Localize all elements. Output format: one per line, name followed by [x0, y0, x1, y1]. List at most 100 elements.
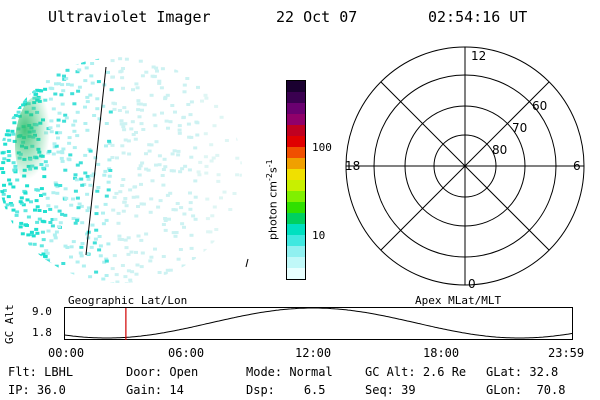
emission-pixel: [77, 202, 82, 206]
emission-pixel: [6, 97, 11, 101]
emission-pixel: [3, 258, 8, 262]
emission-pixel: [136, 99, 141, 103]
colorbar-segment: [287, 202, 305, 213]
emission-pixel: [235, 156, 240, 160]
status-glon: GLon: 70.8: [486, 383, 566, 397]
emission-pixel: [85, 209, 90, 213]
emission-pixel: [153, 247, 157, 251]
emission-pixel: [5, 246, 10, 250]
emission-pixel: [138, 164, 143, 168]
emission-pixel: [75, 218, 80, 222]
emission-pixel: [235, 173, 240, 177]
emission-pixel: [43, 57, 48, 59]
emission-pixel: [182, 90, 187, 94]
emission-pixel: [193, 195, 198, 199]
emission-pixel: [71, 123, 76, 127]
emission-pixel: [10, 203, 15, 207]
status-flt: Flt: LBHL: [8, 365, 74, 379]
emission-pixel: [177, 124, 182, 128]
colorbar-tick-10: 10: [312, 229, 326, 242]
emission-pixel: [2, 66, 6, 70]
emission-pixel: [0, 274, 5, 278]
emission-pixel: [157, 271, 162, 274]
emission-pixel: [151, 65, 156, 69]
emission-pixel: [160, 174, 165, 177]
emission-pixel: [102, 260, 107, 264]
emission-pixel: [3, 206, 8, 210]
emission-pixel: [175, 280, 180, 283]
emission-pixel: [88, 183, 93, 187]
emission-pixel: [19, 268, 24, 271]
emission-pixel: [180, 222, 185, 226]
polar-diagonal-2: [380, 81, 550, 251]
emission-pixel: [79, 204, 84, 208]
emission-pixel: [182, 83, 187, 87]
emission-pixel: [22, 72, 27, 76]
emission-pixel: [54, 205, 59, 209]
emission-pixel: [64, 77, 69, 80]
emission-pixel: [22, 189, 27, 193]
emission-pixel: [6, 150, 11, 153]
emission-pixel: [157, 163, 162, 167]
emission-pixel: [29, 200, 33, 204]
emission-pixel: [170, 104, 175, 107]
emission-pixel: [20, 59, 24, 63]
emission-pixel: [40, 67, 45, 71]
emission-pixel: [95, 107, 100, 111]
emission-pixel: [4, 97, 9, 100]
emission-pixel: [144, 232, 149, 236]
colorbar-segment: [287, 158, 305, 169]
emission-pixel: [37, 217, 42, 221]
colorbar-tick-100: 100: [312, 141, 332, 154]
emission-pixel: [112, 254, 117, 258]
emission-pixel: [46, 204, 51, 208]
emission-pixel: [190, 281, 195, 283]
emission-pixel: [8, 224, 13, 228]
emission-pixel: [16, 259, 21, 263]
emission-pixel: [75, 163, 80, 167]
emission-pixel: [186, 103, 191, 106]
emission-pixel: [129, 250, 134, 254]
emission-pixel: [121, 209, 126, 213]
emission-pixel: [67, 141, 72, 145]
emission-pixel: [4, 71, 9, 75]
emission-pixel: [149, 93, 154, 97]
emission-pixel: [61, 89, 66, 93]
emission-pixel: [6, 89, 10, 93]
emission-pixel: [43, 87, 48, 91]
emission-pixel: [9, 267, 14, 271]
emission-pixel: [110, 143, 115, 147]
emission-pixel: [72, 129, 77, 133]
emission-pixel: [18, 200, 23, 204]
emission-pixel: [15, 266, 20, 270]
emission-pixel: [11, 185, 16, 189]
emission-pixel: [32, 57, 37, 61]
emission-pixel: [76, 206, 81, 210]
emission-pixel: [72, 102, 77, 106]
emission-pixel: [80, 221, 85, 225]
emission-pixel: [10, 129, 15, 133]
emission-pixel: [35, 205, 40, 209]
emission-pixel: [6, 103, 11, 107]
emission-pixel: [65, 68, 70, 72]
emission-pixel: [186, 122, 191, 126]
emission-pixel: [189, 100, 194, 104]
emission-pixel: [104, 257, 109, 261]
emission-pixel: [138, 59, 143, 63]
emission-pixel: [5, 129, 10, 133]
emission-pixel: [2, 88, 7, 92]
emission-pixel: [19, 201, 24, 205]
emission-pixel: [49, 239, 54, 243]
emission-pixel: [15, 69, 20, 73]
emission-pixel: [5, 278, 10, 282]
emission-pixel: [149, 143, 154, 147]
emission-pixel: [118, 190, 123, 194]
emission-pixel: [126, 236, 131, 240]
emission-pixel: [47, 262, 52, 266]
emission-pixel: [239, 173, 242, 177]
emission-pixel: [187, 60, 192, 64]
emission-pixel: [219, 115, 224, 119]
emission-pixel: [174, 231, 179, 234]
emission-pixel: [106, 242, 111, 246]
emission-pixel: [70, 92, 75, 96]
